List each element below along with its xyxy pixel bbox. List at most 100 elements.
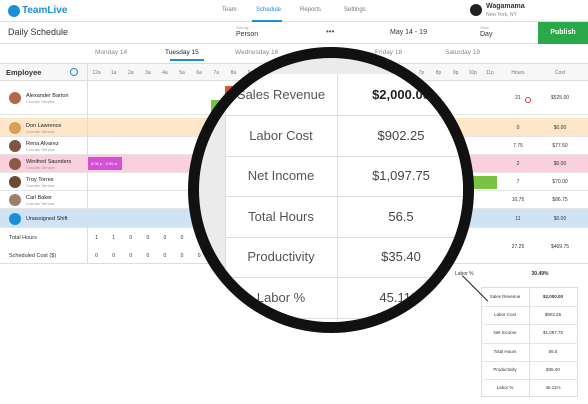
hour-label: 1a — [110, 70, 117, 76]
summary-value: $1,097.75 — [542, 330, 564, 336]
nav-item[interactable]: Settings — [344, 7, 366, 13]
day-tab[interactable]: Saturday 19 — [445, 49, 481, 56]
zoom-divider — [337, 74, 338, 322]
total-hour-cell: 0 — [129, 235, 133, 241]
row-cost: $86.75 — [552, 197, 568, 203]
more[interactable]: ••• — [326, 27, 335, 36]
hour-label: 3a — [145, 70, 151, 76]
summary-label: Net Income — [493, 330, 517, 336]
day-underline — [170, 59, 204, 61]
zoom-value: 56.5 — [388, 208, 414, 224]
left-divider — [87, 63, 88, 263]
total-cost-cell: 0 — [180, 253, 184, 259]
summary-label: Labor Cost — [493, 312, 516, 318]
employee-role: Counter Service — [26, 165, 55, 170]
zoom-value: $35.40 — [381, 249, 421, 264]
logo — [8, 5, 20, 17]
day-tab[interactable]: Tuesday 15 — [165, 49, 199, 56]
total-hour-cell: 0 — [146, 235, 150, 241]
row-cost: $0.00 — [553, 124, 567, 131]
avatar — [9, 158, 21, 170]
hour-label: 10p — [468, 70, 477, 76]
row-hours: 10.75 — [511, 197, 525, 203]
zoom-label: Labor % — [256, 289, 306, 305]
day-tab[interactable]: Friday 18 — [375, 49, 403, 56]
labor-value: 30.49% — [531, 271, 549, 277]
employee-name[interactable]: Alexander Barton — [26, 93, 69, 99]
hour-label: 2a — [127, 70, 134, 76]
zoom-label: Net Income — [247, 168, 315, 183]
summary-label: Sales Revenue — [489, 294, 521, 299]
day-tab[interactable]: Monday 14 — [95, 49, 128, 56]
employee-role: Counter Service — [26, 128, 55, 134]
avatar — [9, 212, 21, 225]
row-cost: $0.00 — [553, 161, 567, 167]
hour-label: 5a — [179, 70, 185, 76]
cost-header: Cost — [554, 70, 566, 76]
zoom-line — [225, 115, 463, 116]
hour-label: 9p — [452, 70, 459, 76]
view-label: View — [480, 25, 489, 30]
filter-button[interactable] — [70, 68, 78, 76]
row-hours: 7.75 — [513, 143, 523, 149]
avatar — [9, 140, 21, 152]
total-cost-cell: 0 — [129, 253, 133, 259]
summary-value: 56.5 — [548, 348, 558, 354]
total-hours: 27.25 — [511, 244, 525, 250]
total-cost-cell: 0 — [197, 253, 201, 259]
employee-role: Counter Service — [26, 147, 55, 152]
sort-label: Sort by — [236, 25, 249, 30]
total-cost-cell: 0 — [163, 253, 167, 259]
avatar — [9, 176, 21, 188]
row-cost: $77.50 — [552, 143, 568, 149]
zoom-value: $2,000.00 — [372, 87, 430, 102]
zoom-value: $902.25 — [377, 127, 425, 143]
hour-label: 8p — [435, 70, 442, 76]
zoom-label: Sales Revenue — [236, 87, 326, 102]
nav-item[interactable]: Reports — [300, 7, 322, 13]
employee-name[interactable]: Winifred Saunders — [26, 159, 72, 165]
zoom-value: 45.11% — [379, 289, 423, 305]
employee-name[interactable]: Don Lawrence — [26, 122, 62, 129]
row-hours: 2 — [516, 161, 520, 167]
shift-block[interactable] — [470, 176, 497, 189]
view-select[interactable]: Day — [480, 31, 493, 38]
location-city: New York, NY — [486, 12, 517, 18]
total-hour-cell: 1 — [112, 235, 116, 241]
zoom-line — [225, 196, 463, 197]
hours-header: Hours — [511, 70, 525, 76]
nav-item[interactable]: Team — [222, 7, 237, 13]
total-hour-cell: 0 — [163, 235, 167, 241]
sort-select[interactable]: Person — [236, 31, 259, 38]
warning-icon — [525, 97, 531, 103]
location-name[interactable]: Wagamama — [486, 3, 525, 10]
summary-label: Total Hours — [493, 348, 517, 354]
summary-value: 45.11% — [545, 385, 561, 390]
employee-name[interactable]: Unassigned Shift — [26, 215, 68, 222]
employee-name[interactable]: Rena Alvarez — [26, 141, 59, 147]
total-cost-cell: 0 — [112, 253, 116, 259]
employee-header: Employee — [6, 68, 42, 77]
summary-value: $2,000.00 — [542, 294, 564, 299]
row-hours: 21 — [515, 95, 521, 101]
day-tab[interactable]: Wednesday 16 — [235, 49, 279, 56]
row-cost: $70.00 — [552, 179, 568, 185]
employee-name[interactable]: Troy Torres — [26, 177, 54, 183]
nav-item[interactable]: Schedule — [256, 7, 282, 13]
hour-label: 4a — [162, 70, 168, 76]
labor-label: Labor % — [455, 271, 474, 277]
hour-label: 12a — [92, 70, 101, 76]
row-hours: 11 — [515, 215, 521, 222]
publish-button[interactable]: Publish — [538, 22, 588, 44]
brand: TeamLive — [22, 5, 68, 16]
total-hour-cell: 1 — [95, 235, 98, 241]
date-range[interactable]: May 14 - 19 — [390, 29, 427, 36]
row-hours: 0 — [516, 124, 520, 131]
shift-block[interactable]: 8:00 p - 2:00 a — [88, 157, 122, 170]
row-hours: 7 — [516, 179, 520, 185]
hour-label: 11p — [485, 70, 494, 76]
avatar — [9, 194, 21, 206]
zoom-label: Total Hours — [248, 208, 314, 224]
employee-name[interactable]: Carl Baker — [26, 195, 52, 201]
total-hour-cell: 0 — [180, 235, 184, 241]
